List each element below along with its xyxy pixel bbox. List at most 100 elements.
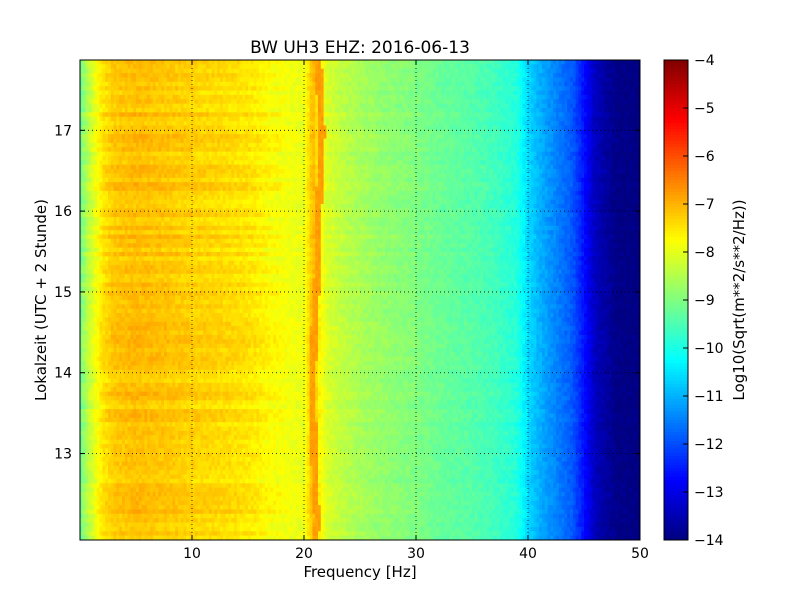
heatmap-cell [250,134,254,139]
heatmap-cell [130,68,134,74]
heatmap-cell [413,147,417,153]
heatmap-cell [600,94,604,100]
heatmap-cell [332,129,336,135]
heatmap-cell [614,94,618,100]
heatmap-cell [430,164,434,170]
heatmap-cell [343,134,347,139]
heatmap-cell [155,68,159,74]
heatmap-cell [124,121,128,126]
heatmap-cell [262,112,266,118]
heatmap-cell [337,142,341,148]
heatmap-cell [320,164,324,170]
heatmap-cell [393,160,397,166]
heatmap-cell [329,64,333,70]
heatmap-cell [88,68,92,74]
heatmap-cell [514,77,518,83]
heatmap-cell [270,60,274,65]
heatmap-cell [483,103,487,109]
heatmap-cell [458,60,462,65]
heatmap-cell [497,108,501,113]
heatmap-cell [393,86,397,91]
heatmap-cell [348,64,352,70]
heatmap-cell [458,160,462,166]
heatmap-cell [82,99,86,105]
heatmap-cell [113,99,117,105]
heatmap-cell [502,138,506,144]
heatmap-cell [508,81,512,87]
heatmap-cell [276,116,280,122]
heatmap-cell [155,156,159,161]
heatmap-cell [533,125,537,131]
heatmap-cell [152,112,156,118]
heatmap-cell [600,116,604,122]
heatmap-cell [371,90,375,96]
heatmap-cell [376,73,380,78]
heatmap-cell [388,112,392,118]
heatmap-cell [637,138,641,144]
heatmap-cell [152,129,156,135]
heatmap-cell [444,68,448,74]
heatmap-cell [292,108,296,113]
heatmap-cell [259,64,263,70]
heatmap-cell [410,151,414,157]
heatmap-cell [228,90,232,96]
heatmap-cell [393,60,397,65]
heatmap-cell [362,156,366,161]
heatmap-cell [220,60,224,65]
heatmap-cell [368,121,372,126]
heatmap-cell [480,164,484,170]
heatmap-cell [192,142,196,148]
heatmap-cell [152,90,156,96]
heatmap-cell [592,151,596,157]
heatmap-cell [340,86,344,91]
heatmap-cell [435,77,439,83]
heatmap-cell [530,108,534,113]
heatmap-cell [418,103,422,109]
heatmap-cell [122,64,126,70]
heatmap-cell [444,64,448,70]
heatmap-cell [542,112,546,118]
heatmap-cell [189,73,193,78]
heatmap-cell [474,86,478,91]
heatmap-cell [228,112,232,118]
heatmap-cell [469,77,473,83]
heatmap-cell [301,103,305,109]
heatmap-cell [592,142,596,148]
heatmap-cell [472,86,476,91]
heatmap-cell [561,99,565,105]
heatmap-cell [304,77,308,83]
heatmap-cell [234,68,238,74]
heatmap-cell [278,142,282,148]
heatmap-cell [96,81,100,87]
heatmap-cell [556,81,560,87]
heatmap-cell [514,112,518,118]
heatmap-cell [362,68,366,74]
heatmap-cell [332,73,336,78]
heatmap-cell [245,112,249,118]
heatmap-cell [113,90,117,96]
heatmap-cell [290,121,294,126]
heatmap-cell [626,103,630,109]
heatmap-cell [550,103,554,109]
heatmap-cell [192,125,196,131]
heatmap-cell [250,68,254,74]
heatmap-cell [626,164,630,170]
heatmap-cell [133,116,137,122]
heatmap-cell [234,81,238,87]
heatmap-cell [561,60,565,65]
heatmap-cell [270,129,274,135]
heatmap-cell [127,116,131,122]
heatmap-cell [220,73,224,78]
heatmap-cell [519,86,523,91]
heatmap-cell [486,121,490,126]
heatmap-cell [620,68,624,74]
heatmap-cell [80,81,84,87]
heatmap-cell [399,103,403,109]
heatmap-cell [290,103,294,109]
heatmap-cell [516,77,520,83]
heatmap-cell [365,108,369,113]
heatmap-cell [346,60,350,65]
heatmap-cell [256,129,260,135]
heatmap-cell [362,73,366,78]
heatmap-cell [318,68,322,74]
